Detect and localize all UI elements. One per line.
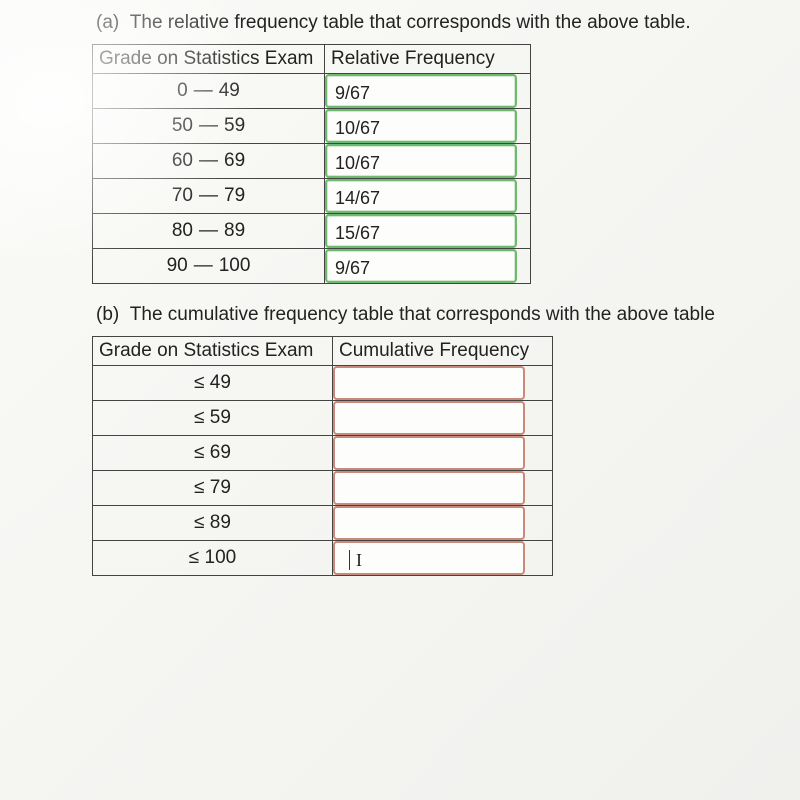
- col-header-relfreq: Relative Frequency: [325, 45, 531, 74]
- range-high: 79: [224, 185, 245, 206]
- answer-cell: [333, 436, 553, 471]
- grade-bound-cell: ≤ 49: [93, 366, 333, 401]
- grade-bound-cell: ≤ 89: [93, 506, 333, 541]
- cumulative-freq-input[interactable]: [333, 471, 525, 505]
- table-row: ≤ 69: [93, 436, 553, 471]
- relative-freq-input[interactable]: 10/67: [325, 109, 517, 143]
- text-cursor-icon: [349, 550, 350, 570]
- cumulative-freq-input[interactable]: [333, 436, 525, 470]
- dash-icon: —: [199, 220, 218, 242]
- dash-icon: —: [199, 115, 218, 137]
- range-low: 60: [172, 150, 193, 171]
- col-header-grade: Grade on Statistics Exam: [93, 337, 333, 366]
- table-row: 0 — 49 9/67: [93, 74, 531, 109]
- grade-range-cell: 0 — 49: [93, 74, 325, 109]
- answer-cell: [333, 366, 553, 401]
- grade-range-cell: 50 — 59: [93, 109, 325, 144]
- bound-value: 89: [210, 512, 231, 533]
- grade-range-cell: 90 — 100: [93, 249, 325, 284]
- table-row: 70 — 79 14/67: [93, 179, 531, 214]
- table-header-row: Grade on Statistics Exam Cumulative Freq…: [93, 337, 553, 366]
- col-header-cumfreq: Cumulative Frequency: [333, 337, 553, 366]
- range-high: 59: [224, 115, 245, 136]
- answer-cell: 15/67: [325, 214, 531, 249]
- leq-icon: ≤: [194, 442, 204, 463]
- ibeam-icon: I: [356, 550, 362, 570]
- answer-cell: 10/67: [325, 144, 531, 179]
- answer-cell: 9/67: [325, 249, 531, 284]
- relative-freq-input[interactable]: 14/67: [325, 179, 517, 213]
- leq-icon: ≤: [194, 477, 204, 498]
- range-low: 0: [177, 80, 188, 101]
- grade-bound-cell: ≤ 59: [93, 401, 333, 436]
- relative-freq-input[interactable]: 9/67: [325, 249, 517, 283]
- answer-cell: 14/67: [325, 179, 531, 214]
- grade-range-cell: 70 — 79: [93, 179, 325, 214]
- range-high: 100: [219, 255, 251, 276]
- table-row: 80 — 89 15/67: [93, 214, 531, 249]
- table-row: ≤ 79: [93, 471, 553, 506]
- part-b-prompt: (b) The cumulative frequency table that …: [96, 304, 790, 326]
- col-header-grade: Grade on Statistics Exam: [93, 45, 325, 74]
- answer-cell: I: [333, 541, 553, 576]
- bound-value: 79: [210, 477, 231, 498]
- range-low: 50: [172, 115, 193, 136]
- table-row: ≤ 100 I: [93, 541, 553, 576]
- table-row: ≤ 89: [93, 506, 553, 541]
- table-row: 50 — 59 10/67: [93, 109, 531, 144]
- dash-icon: —: [194, 80, 213, 102]
- cumulative-freq-input[interactable]: I: [333, 541, 525, 575]
- relative-frequency-table: Grade on Statistics Exam Relative Freque…: [92, 44, 531, 284]
- grade-range-cell: 80 — 89: [93, 214, 325, 249]
- leq-icon: ≤: [194, 372, 204, 393]
- part-a-prompt: (a) The relative frequency table that co…: [96, 12, 790, 34]
- bound-value: 100: [205, 547, 237, 568]
- range-high: 69: [224, 150, 245, 171]
- cumulative-frequency-table: Grade on Statistics Exam Cumulative Freq…: [92, 336, 553, 576]
- relative-freq-input[interactable]: 10/67: [325, 144, 517, 178]
- table-header-row: Grade on Statistics Exam Relative Freque…: [93, 45, 531, 74]
- table-row: 60 — 69 10/67: [93, 144, 531, 179]
- range-high: 89: [224, 220, 245, 241]
- relative-freq-input[interactable]: 9/67: [325, 74, 517, 108]
- range-low: 70: [172, 185, 193, 206]
- answer-cell: 10/67: [325, 109, 531, 144]
- range-high: 49: [219, 80, 240, 101]
- answer-cell: [333, 506, 553, 541]
- range-low: 90: [167, 255, 188, 276]
- grade-bound-cell: ≤ 69: [93, 436, 333, 471]
- leq-icon: ≤: [189, 547, 199, 568]
- dash-icon: —: [194, 255, 213, 277]
- table-row: ≤ 59: [93, 401, 553, 436]
- answer-cell: 9/67: [325, 74, 531, 109]
- table-row: ≤ 49: [93, 366, 553, 401]
- relative-freq-input[interactable]: 15/67: [325, 214, 517, 248]
- answer-cell: [333, 401, 553, 436]
- dash-icon: —: [199, 150, 218, 172]
- table-row: 90 — 100 9/67: [93, 249, 531, 284]
- cumulative-freq-input[interactable]: [333, 506, 525, 540]
- grade-range-cell: 60 — 69: [93, 144, 325, 179]
- cumulative-freq-input[interactable]: [333, 401, 525, 435]
- answer-cell: [333, 471, 553, 506]
- cumulative-freq-input[interactable]: [333, 366, 525, 400]
- dash-icon: —: [199, 185, 218, 207]
- leq-icon: ≤: [194, 407, 204, 428]
- bound-value: 49: [210, 372, 231, 393]
- bound-value: 69: [210, 442, 231, 463]
- grade-bound-cell: ≤ 79: [93, 471, 333, 506]
- range-low: 80: [172, 220, 193, 241]
- grade-bound-cell: ≤ 100: [93, 541, 333, 576]
- leq-icon: ≤: [194, 512, 204, 533]
- bound-value: 59: [210, 407, 231, 428]
